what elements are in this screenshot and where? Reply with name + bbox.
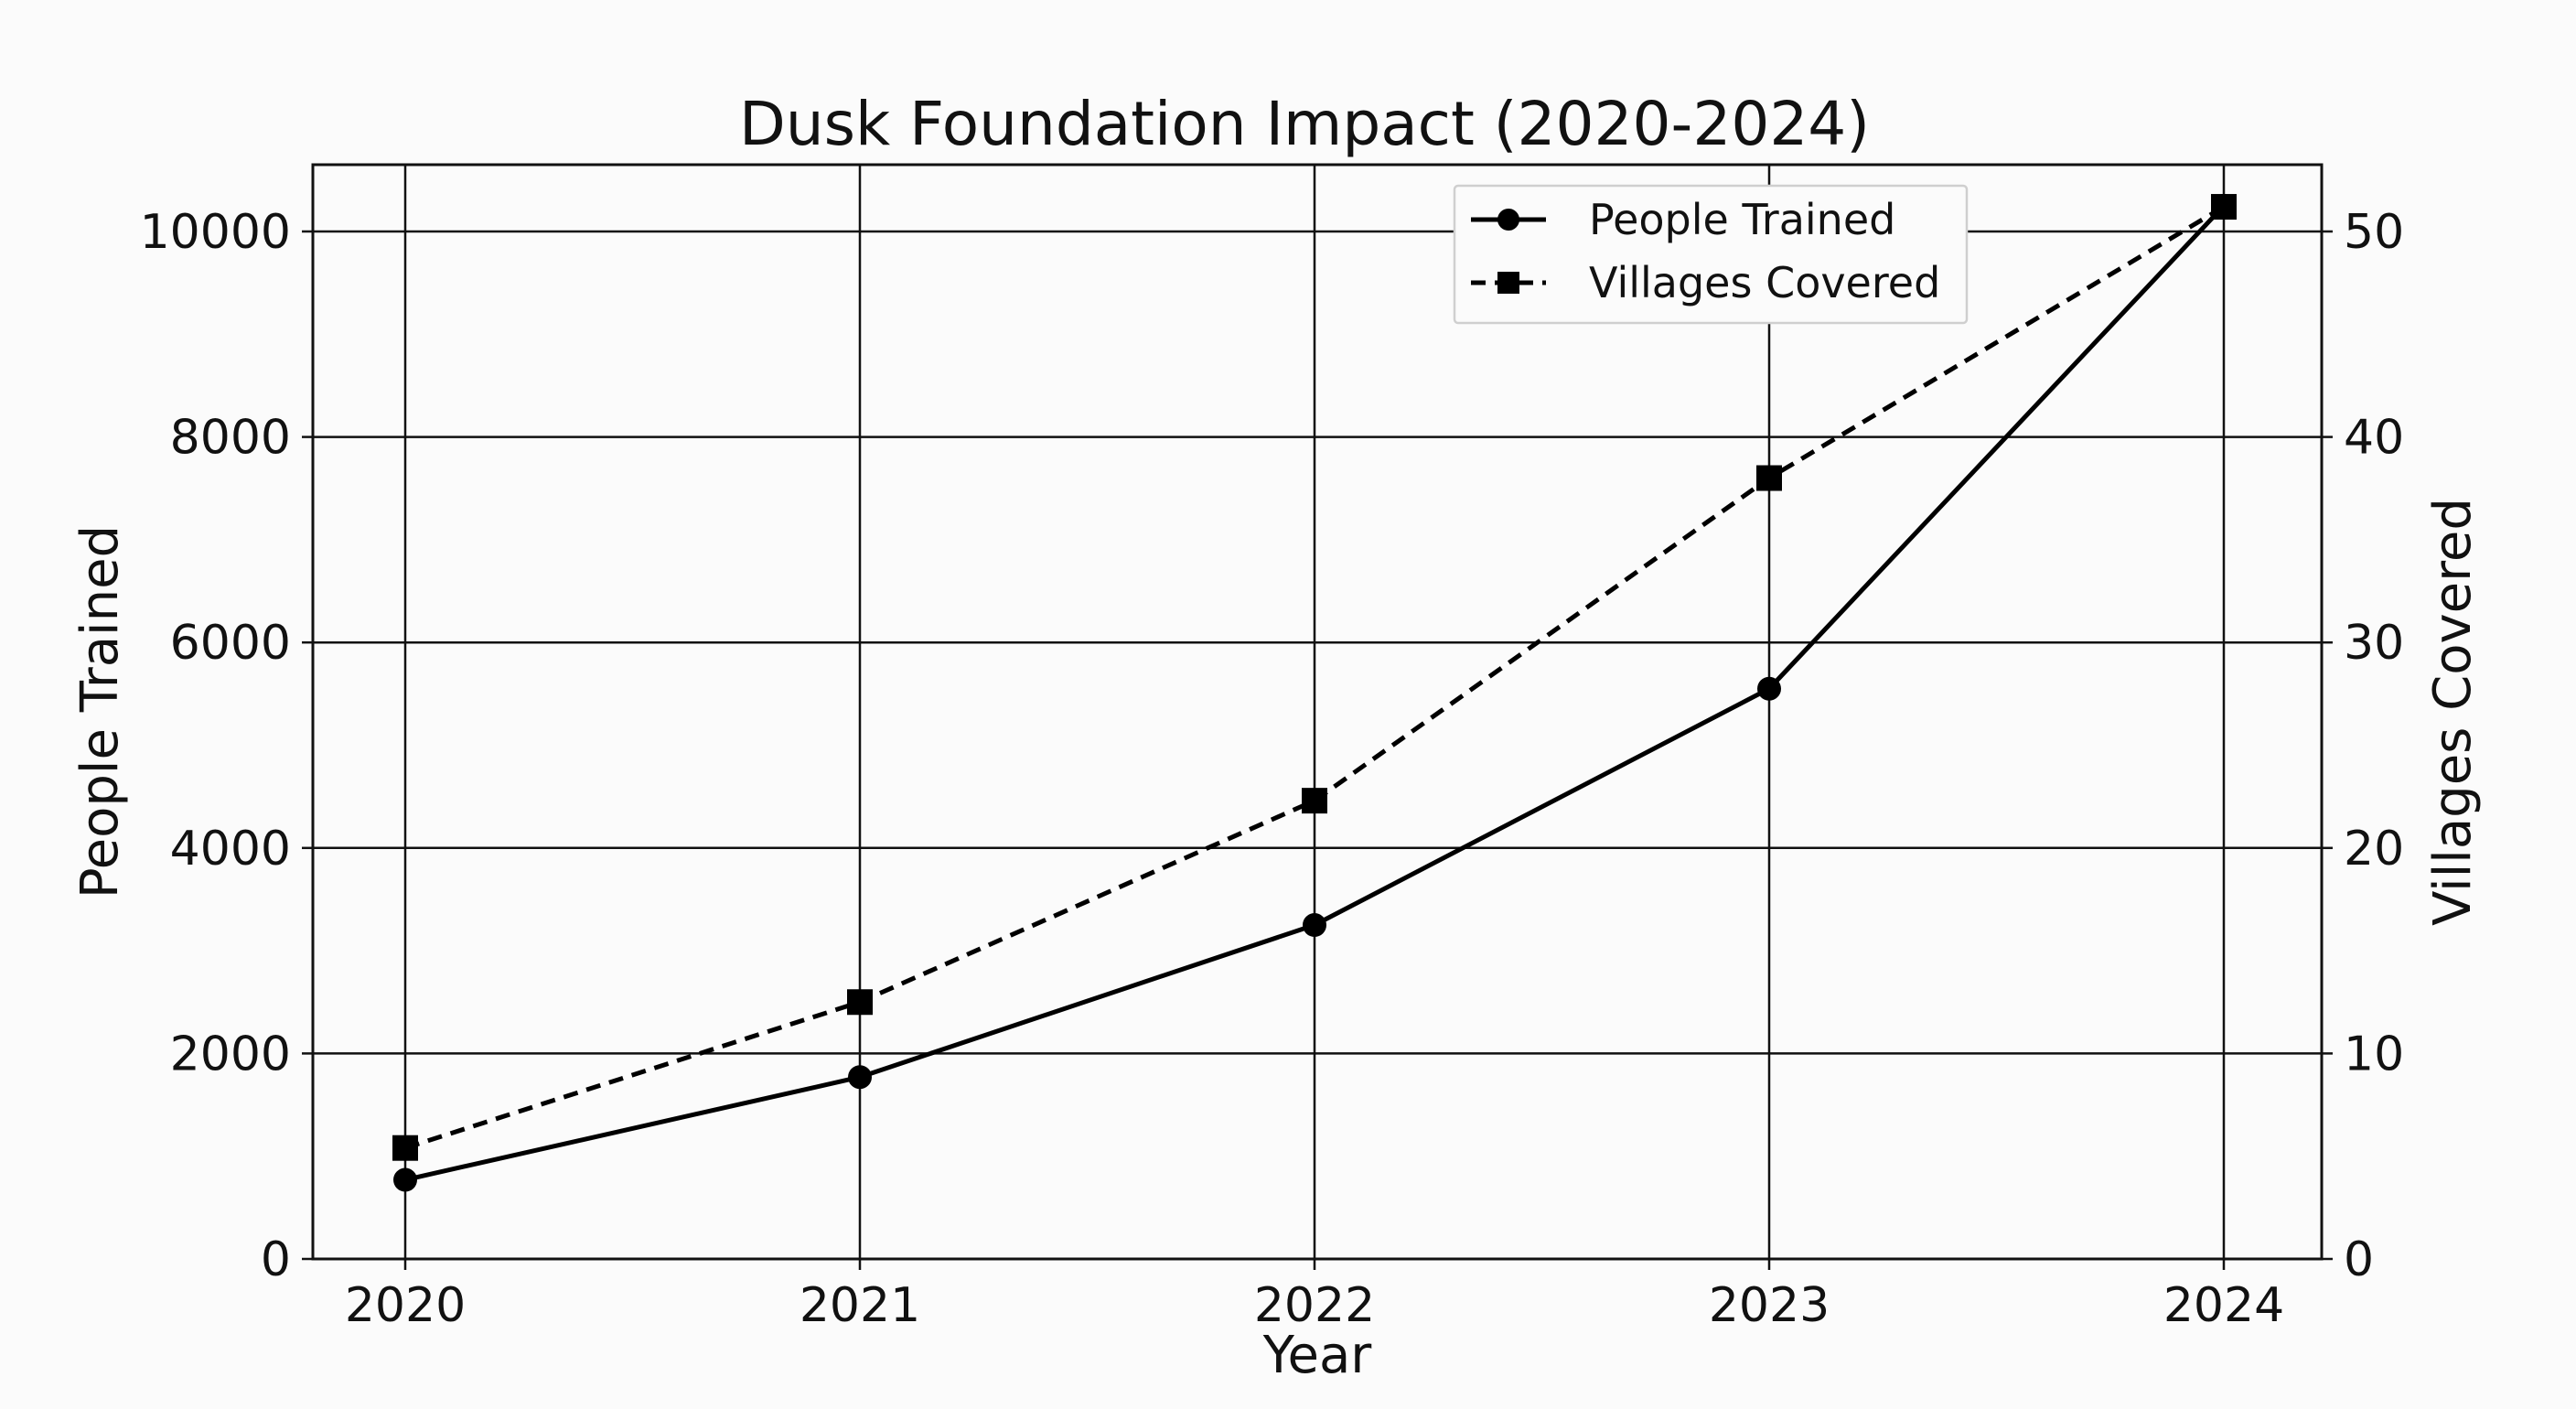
grid-lines	[313, 165, 2322, 1259]
data-point-villages-covered-2021	[847, 989, 873, 1016]
y-tick-label-10000: 10000	[140, 205, 291, 260]
tick-labels: 2020 2021 2022 2023 202402000400060008000100…	[140, 205, 2405, 1333]
x-tick-label-2024: 2024	[2163, 1278, 2284, 1333]
plot-frame	[311, 163, 2324, 1261]
legend: People Trained Villages Covered	[1453, 184, 1969, 325]
x-tick-label-2021: 2021	[800, 1278, 920, 1333]
data-point-villages-covered-2023	[1756, 465, 1782, 491]
legend-label-villages-covered: Villages Covered	[1589, 258, 1940, 307]
y2-tick-label-0: 0	[2344, 1232, 2374, 1287]
x-tick-label-2022: 2022	[1254, 1278, 1375, 1333]
y2-tick-label-50: 50	[2344, 205, 2404, 260]
y2-tick-label-30: 30	[2344, 616, 2404, 671]
chart-title: Dusk Foundation Impact (2020-2024)	[739, 89, 1870, 159]
y2-tick-label-40: 40	[2344, 411, 2404, 466]
data-point-people-trained-2023	[1757, 676, 1781, 701]
data-point-villages-covered-2024	[2211, 194, 2237, 220]
y2-tick-label-20: 20	[2344, 822, 2404, 877]
y-axis-label: People Trained	[70, 525, 130, 898]
legend-marker-villages-covered	[1497, 272, 1519, 294]
y-tick-label-4000: 4000	[170, 822, 291, 877]
series-line-villages-covered	[404, 204, 2226, 1151]
x-tick-label-2020: 2020	[345, 1278, 466, 1333]
y-tick-label-6000: 6000	[170, 616, 291, 671]
y2-axis-label: Villages Covered	[2423, 498, 2483, 926]
legend-marker-people-trained	[1497, 209, 1519, 231]
y-tick-label-8000: 8000	[170, 411, 291, 466]
x-tick-label-2023: 2023	[1709, 1278, 1830, 1333]
y2-tick-label-10: 10	[2344, 1027, 2404, 1081]
data-point-people-trained-2020	[393, 1167, 417, 1192]
y-tick-label-0: 0	[261, 1232, 291, 1287]
legend-box	[1453, 184, 1969, 325]
x-axis-label: Year	[1262, 1326, 1373, 1385]
data-point-people-trained-2022	[1303, 913, 1326, 938]
data-point-villages-covered-2020	[392, 1135, 418, 1161]
y-tick-label-2000: 2000	[170, 1027, 291, 1081]
legend-label-people-trained: People Trained	[1589, 195, 1895, 244]
data-point-people-trained-2021	[848, 1065, 872, 1090]
data-point-villages-covered-2022	[1302, 788, 1327, 814]
series-lines	[392, 193, 2237, 1192]
